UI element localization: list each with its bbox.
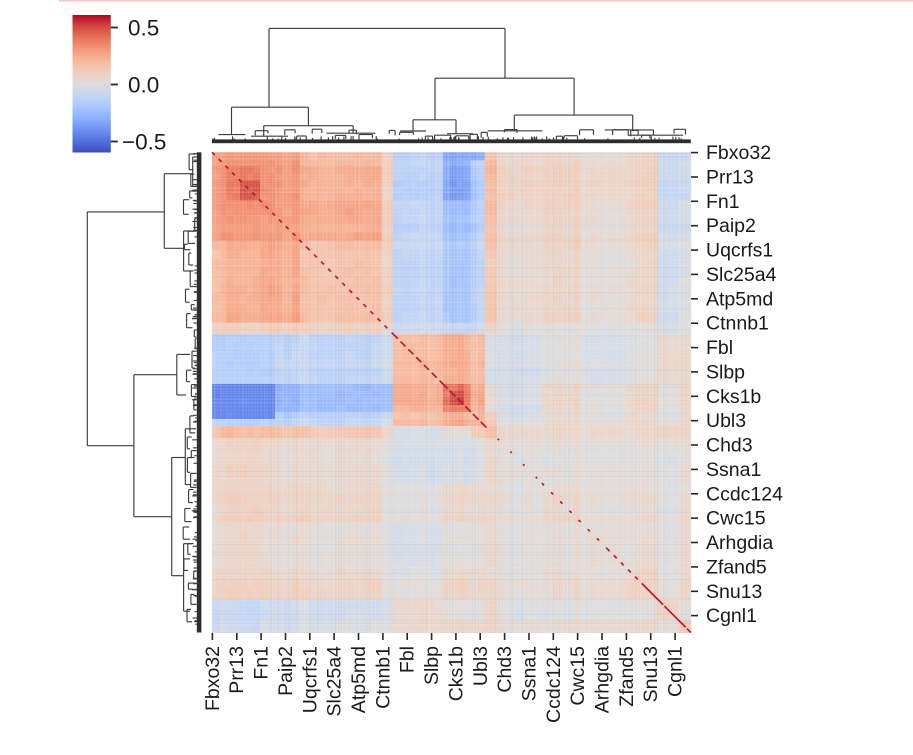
svg-text:Atp5md: Atp5md bbox=[348, 646, 370, 713]
svg-text:Ccdc124: Ccdc124 bbox=[543, 646, 565, 723]
svg-text:Zfand5: Zfand5 bbox=[616, 646, 638, 707]
svg-text:Chd3: Chd3 bbox=[706, 435, 753, 457]
svg-text:Prr13: Prr13 bbox=[226, 646, 248, 694]
svg-text:Uqcrfs1: Uqcrfs1 bbox=[299, 646, 321, 713]
svg-text:Fn1: Fn1 bbox=[251, 646, 273, 680]
svg-text:Zfand5: Zfand5 bbox=[706, 556, 767, 578]
svg-text:Cks1b: Cks1b bbox=[706, 386, 761, 408]
svg-text:Snu13: Snu13 bbox=[706, 581, 762, 603]
svg-text:Chd3: Chd3 bbox=[494, 646, 516, 693]
svg-text:Ssna1: Ssna1 bbox=[706, 459, 761, 481]
svg-text:Ubl3: Ubl3 bbox=[706, 410, 746, 432]
svg-text:Ssna1: Ssna1 bbox=[519, 646, 541, 701]
svg-text:Slbp: Slbp bbox=[421, 646, 443, 685]
svg-text:Cwc15: Cwc15 bbox=[567, 646, 589, 706]
svg-text:Prr13: Prr13 bbox=[706, 167, 754, 189]
svg-text:Slc25a4: Slc25a4 bbox=[706, 264, 777, 286]
svg-text:Arhgdia: Arhgdia bbox=[706, 532, 773, 554]
svg-text:Cgnl1: Cgnl1 bbox=[706, 605, 757, 627]
svg-text:Fn1: Fn1 bbox=[706, 191, 740, 213]
svg-text:Paip2: Paip2 bbox=[275, 646, 297, 696]
svg-text:Snu13: Snu13 bbox=[640, 646, 662, 702]
svg-text:Slc25a4: Slc25a4 bbox=[324, 646, 346, 717]
svg-text:Cgnl1: Cgnl1 bbox=[665, 646, 687, 697]
svg-text:Fbxo32: Fbxo32 bbox=[706, 142, 771, 164]
svg-text:Ubl3: Ubl3 bbox=[470, 646, 492, 686]
svg-text:Uqcrfs1: Uqcrfs1 bbox=[706, 240, 773, 262]
svg-text:Fbl: Fbl bbox=[397, 646, 419, 673]
svg-text:−0.5: −0.5 bbox=[122, 130, 166, 155]
svg-text:Arhgdia: Arhgdia bbox=[592, 646, 614, 713]
svg-text:Slbp: Slbp bbox=[706, 361, 745, 383]
svg-text:Ccdc124: Ccdc124 bbox=[706, 483, 783, 505]
svg-text:Ctnnb1: Ctnnb1 bbox=[372, 646, 394, 709]
svg-text:Cwc15: Cwc15 bbox=[706, 508, 766, 530]
svg-text:Ctnnb1: Ctnnb1 bbox=[706, 313, 769, 335]
svg-text:0.5: 0.5 bbox=[128, 16, 159, 41]
svg-text:Paip2: Paip2 bbox=[706, 215, 756, 237]
svg-text:Fbxo32: Fbxo32 bbox=[202, 646, 224, 711]
svg-text:Atp5md: Atp5md bbox=[706, 288, 773, 310]
svg-text:Cks1b: Cks1b bbox=[445, 646, 467, 701]
svg-text:0.0: 0.0 bbox=[128, 73, 159, 98]
svg-text:Fbl: Fbl bbox=[706, 337, 733, 359]
